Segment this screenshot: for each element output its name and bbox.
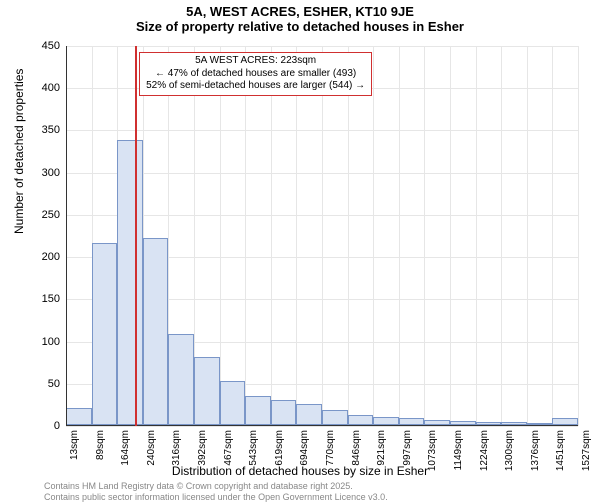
xtick-label: 89sqm xyxy=(95,430,106,460)
ytick-label: 50 xyxy=(20,378,60,390)
annotation-line2: ← 47% of detached houses are smaller (49… xyxy=(146,68,365,81)
ytick-label: 450 xyxy=(20,40,60,52)
gridline-h xyxy=(66,426,578,427)
xtick-label: 921sqm xyxy=(376,430,387,466)
annotation-line3: 52% of semi-detached houses are larger (… xyxy=(146,80,365,93)
ytick-label: 0 xyxy=(20,420,60,432)
xtick-label: 770sqm xyxy=(325,430,336,466)
xtick-label: 316sqm xyxy=(171,430,182,466)
xtick-label: 846sqm xyxy=(351,430,362,466)
x-axis-label: Distribution of detached houses by size … xyxy=(0,464,600,478)
ytick-label: 100 xyxy=(20,336,60,348)
xtick-label: 164sqm xyxy=(120,430,131,466)
xtick-label: 392sqm xyxy=(197,430,208,466)
ytick-label: 300 xyxy=(20,167,60,179)
footer-line1: Contains HM Land Registry data © Crown c… xyxy=(44,481,388,491)
xtick-label: 13sqm xyxy=(69,430,80,460)
title-main: 5A, WEST ACRES, ESHER, KT10 9JE xyxy=(0,4,600,19)
annotation-line1: 5A WEST ACRES: 223sqm xyxy=(146,55,365,68)
xtick-label: 694sqm xyxy=(299,430,310,466)
title-sub: Size of property relative to detached ho… xyxy=(0,19,600,34)
xtick-label: 619sqm xyxy=(274,430,285,466)
xtick-label: 997sqm xyxy=(402,430,413,466)
footer-line2: Contains public sector information licen… xyxy=(44,492,388,502)
chart-area: 5A WEST ACRES: 223sqm← 47% of detached h… xyxy=(66,46,578,426)
ytick-label: 250 xyxy=(20,209,60,221)
marker-line xyxy=(135,46,137,426)
xtick-label: 467sqm xyxy=(223,430,234,466)
gridline-v xyxy=(578,46,579,426)
ytick-label: 350 xyxy=(20,124,60,136)
footer-attribution: Contains HM Land Registry data © Crown c… xyxy=(44,481,388,502)
ytick-label: 400 xyxy=(20,82,60,94)
plot-border xyxy=(66,46,578,426)
ytick-label: 150 xyxy=(20,293,60,305)
annotation-box: 5A WEST ACRES: 223sqm← 47% of detached h… xyxy=(139,52,372,96)
ytick-label: 200 xyxy=(20,251,60,263)
xtick-label: 240sqm xyxy=(146,430,157,466)
xtick-label: 543sqm xyxy=(248,430,259,466)
